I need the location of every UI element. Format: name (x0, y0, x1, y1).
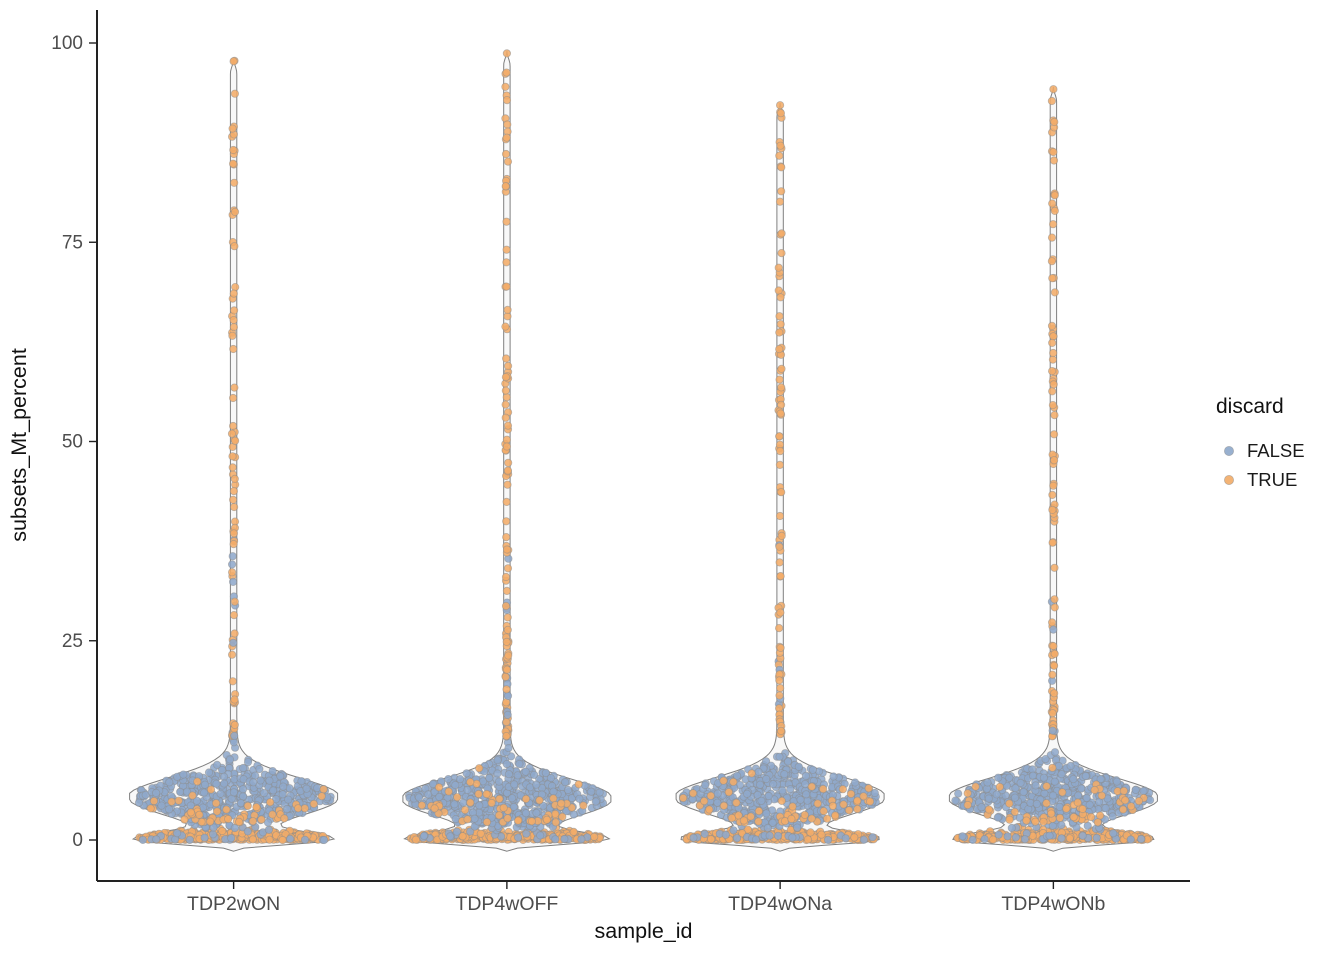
y-axis-title: subsets_Mt_percent (7, 348, 31, 542)
legend-label-FALSE: FALSE (1247, 440, 1305, 461)
legend-label-TRUE: TRUE (1247, 469, 1297, 490)
legend-key-TRUE (1224, 474, 1235, 485)
points-TDP4wONb (951, 85, 1155, 845)
x-tick-label: TDP4wOFF (455, 893, 558, 915)
y-tick-label: 25 (62, 631, 83, 652)
points-TDP2wON (134, 56, 335, 845)
x-tick-label: TDP4wONa (728, 893, 832, 915)
y-tick-label: 50 (62, 432, 83, 453)
axes-layer: 0 25 50 75 100 TDP2wON TDP4wOFF TDP4wONa TDP4wON… (7, 10, 1190, 943)
points-TDP4wOFF (404, 49, 608, 845)
x-tick-label: TDP4wONb (1001, 893, 1105, 915)
legend-title: discard (1216, 395, 1284, 418)
y-tick-label: 75 (62, 232, 83, 253)
y-tick-label: 0 (72, 830, 83, 851)
legend-key-FALSE (1224, 445, 1235, 456)
y-tick-label: 100 (51, 33, 83, 54)
points-layer (134, 49, 1155, 845)
legend: discard FALSE TRUE (1216, 395, 1305, 490)
x-tick-label: TDP2wON (187, 893, 280, 915)
points-TDP4wONa (678, 101, 880, 845)
x-axis-title: sample_id (595, 919, 693, 943)
